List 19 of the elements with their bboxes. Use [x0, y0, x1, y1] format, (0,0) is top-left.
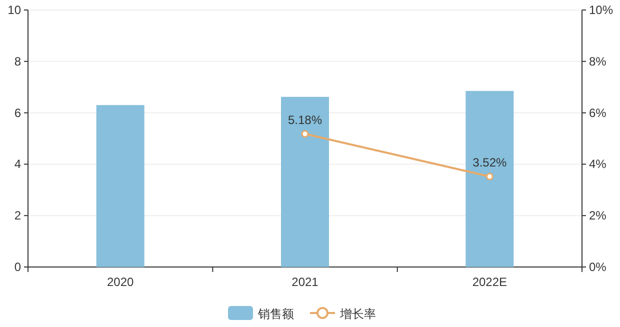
legend-label: 销售额 — [257, 307, 294, 321]
y-tick-label: 6 — [14, 106, 22, 120]
legend-label: 增长率 — [339, 307, 376, 321]
y2-tick-label: 6% — [589, 106, 607, 120]
y2-tick-label: 2% — [589, 208, 607, 223]
x-tick-label: 2021 — [292, 275, 319, 289]
x-tick-label: 2022E — [472, 275, 508, 289]
y2-tick-label: 4% — [589, 157, 607, 172]
y2-tick-label: 8% — [589, 54, 607, 68]
y2-tick-label: 0% — [589, 260, 607, 274]
x-tick-label: 2020 — [106, 275, 134, 289]
y-tick-label: 0 — [14, 260, 22, 274]
y2-tick-label: 10% — [589, 3, 614, 17]
y-tick-label: 10 — [8, 3, 22, 17]
y-tick-label: 4 — [14, 157, 22, 172]
y-tick-label: 8 — [14, 54, 22, 68]
data-label: 3.52% — [472, 156, 508, 170]
y-tick-label: 2 — [14, 208, 22, 223]
data-label: 5.18% — [288, 112, 322, 127]
